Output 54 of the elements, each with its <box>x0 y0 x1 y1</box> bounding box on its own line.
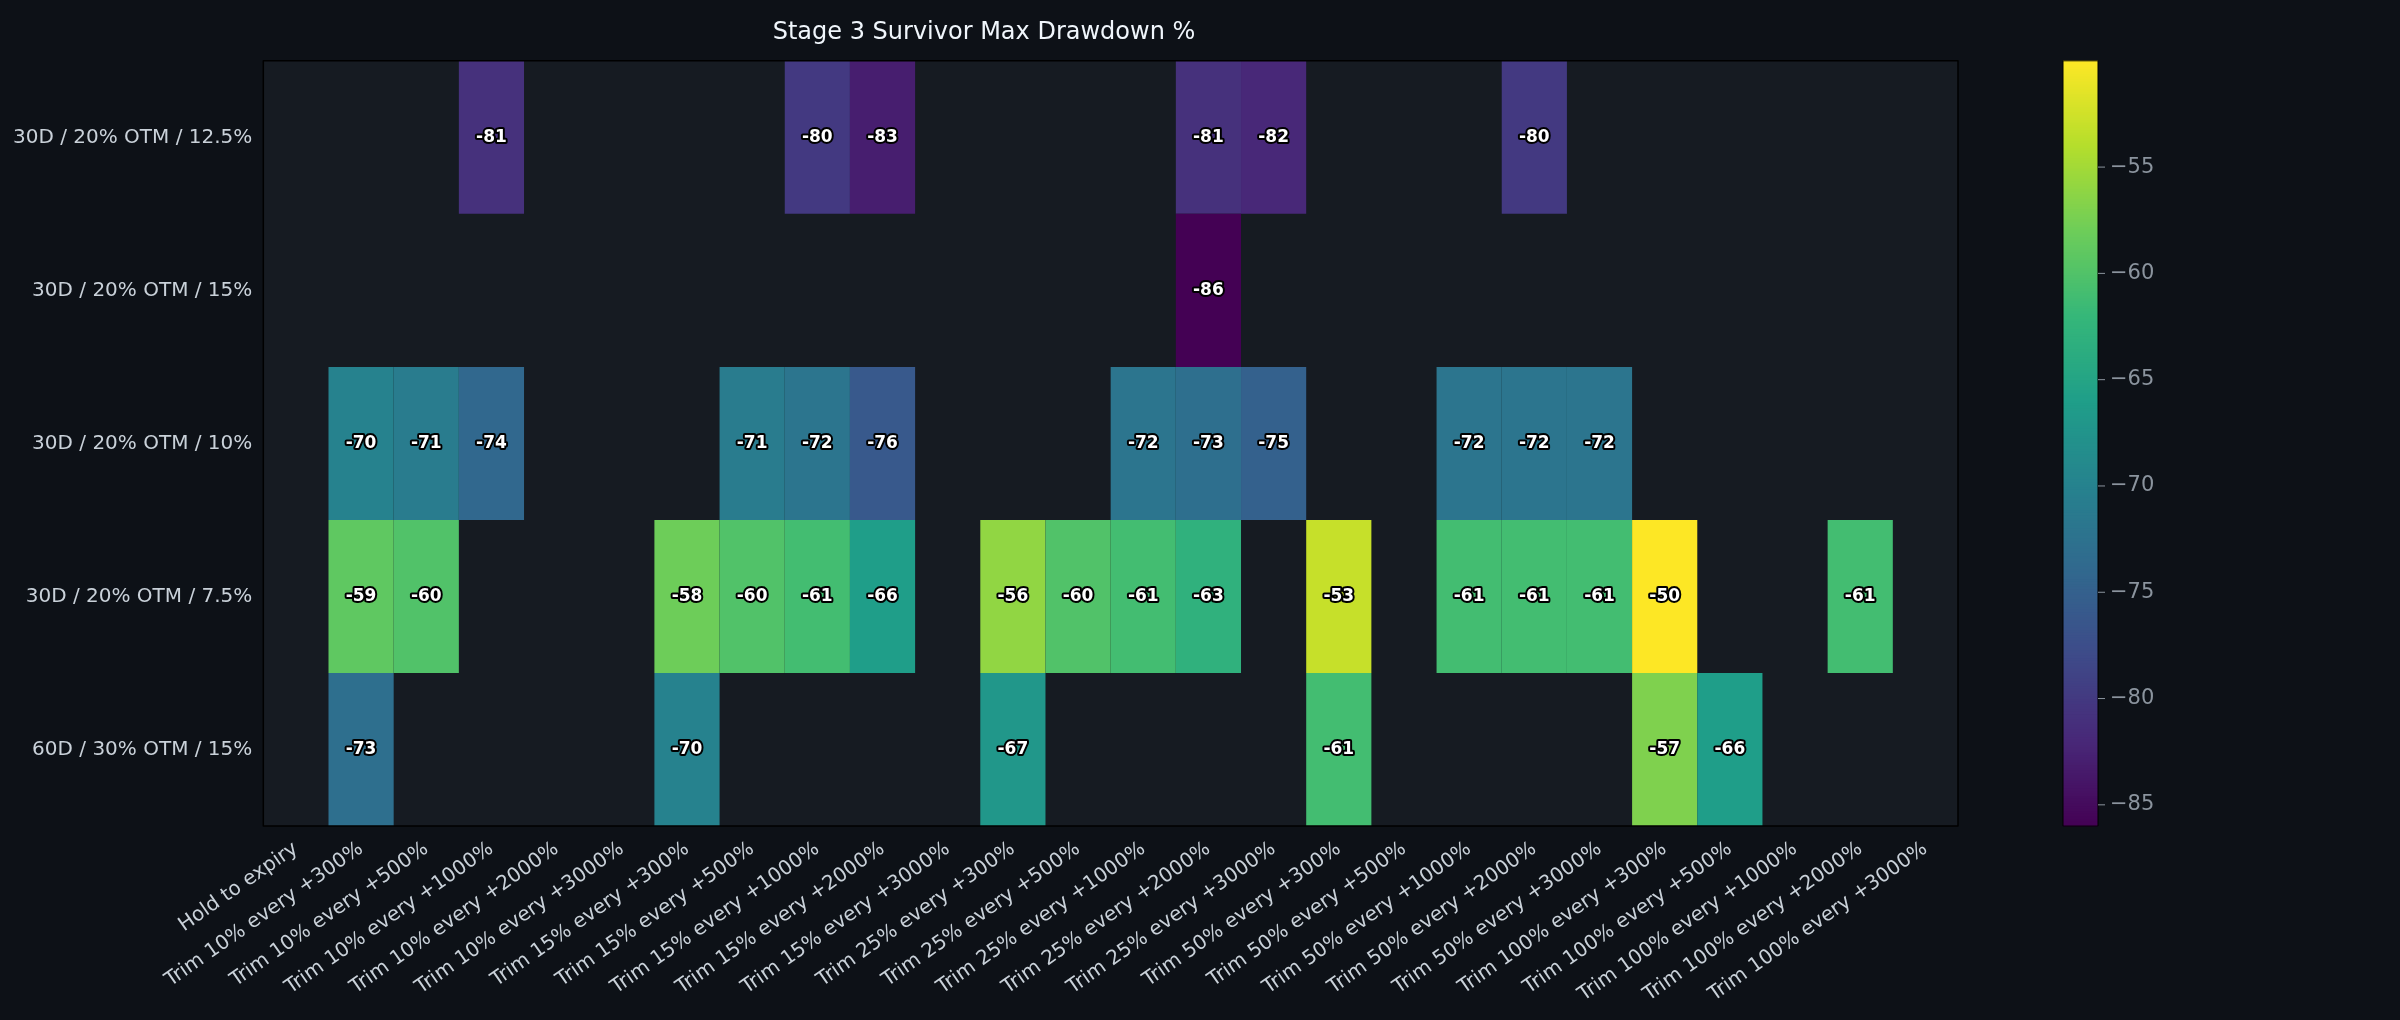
data-label: -61 <box>1323 737 1355 758</box>
data-label: -72 <box>1127 431 1159 452</box>
data-label: -82 <box>1258 125 1289 146</box>
y-tick-label: 30D / 20% OTM / 12.5% <box>12 123 253 148</box>
data-label: -57 <box>1649 737 1681 758</box>
data-label: -60 <box>410 584 442 605</box>
color-bar-label: −65 <box>2110 366 2155 391</box>
data-label: -61 <box>1844 584 1876 605</box>
data-label: -61 <box>1518 584 1550 605</box>
y-tick-label: 30D / 20% OTM / 15% <box>32 276 253 301</box>
data-label: -73 <box>345 737 377 758</box>
color-bar-label: −80 <box>2110 684 2155 709</box>
data-label: -61 <box>1453 584 1485 605</box>
data-label: -70 <box>671 737 703 758</box>
data-label: -60 <box>736 584 768 605</box>
data-label: -63 <box>1193 584 1224 605</box>
color-bar-label: −60 <box>2110 259 2155 284</box>
y-tick-label: 30D / 20% OTM / 7.5% <box>25 582 253 607</box>
data-label: -61 <box>1584 584 1615 605</box>
data-label: -58 <box>671 584 703 605</box>
data-label: -71 <box>736 431 768 452</box>
data-label: -59 <box>345 584 377 605</box>
data-label: -74 <box>476 431 507 452</box>
data-label: -67 <box>997 737 1029 758</box>
data-label: -71 <box>410 431 442 452</box>
data-label: -75 <box>1258 431 1289 452</box>
color-bar-label: −55 <box>2110 153 2155 178</box>
y-tick-label: 30D / 20% OTM / 10% <box>32 429 253 454</box>
data-label: -61 <box>1127 584 1159 605</box>
data-label: -81 <box>476 125 507 146</box>
color-bar-label: −75 <box>2110 578 2155 603</box>
color-bar-label: −85 <box>2110 791 2155 816</box>
data-label: -72 <box>1584 431 1615 452</box>
data-label: -80 <box>1518 125 1550 146</box>
color-bar-label: −70 <box>2110 472 2155 497</box>
chart-title: Stage 3 Survivor Max Drawdown % <box>772 16 1196 45</box>
data-label: -86 <box>1193 278 1224 299</box>
data-label: -60 <box>1062 584 1094 605</box>
data-label: -80 <box>801 125 833 146</box>
data-label: -81 <box>1193 125 1224 146</box>
data-label: -61 <box>801 584 833 605</box>
data-label: -72 <box>1453 431 1485 452</box>
data-label: -73 <box>1193 431 1224 452</box>
data-label: -66 <box>1714 737 1746 758</box>
data-label: -66 <box>867 584 898 605</box>
data-label: -70 <box>345 431 377 452</box>
data-label: -53 <box>1323 584 1355 605</box>
y-tick-label: 60D / 30% OTM / 15% <box>32 735 253 760</box>
data-label: -50 <box>1649 584 1681 605</box>
data-label: -56 <box>997 584 1029 605</box>
data-label: -76 <box>867 431 898 452</box>
data-label: -83 <box>867 125 898 146</box>
data-label: -72 <box>1518 431 1550 452</box>
data-label: -72 <box>801 431 833 452</box>
